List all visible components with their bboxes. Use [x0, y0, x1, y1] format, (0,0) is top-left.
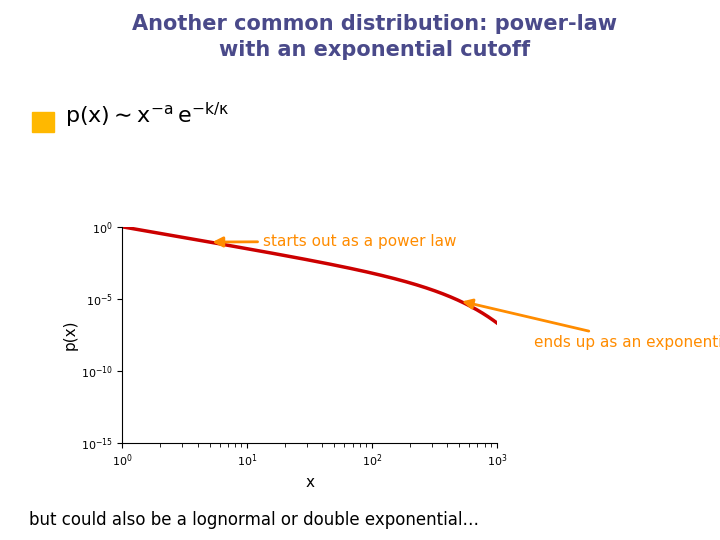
Y-axis label: p(x): p(x): [63, 320, 78, 350]
Text: ends up as an exponential: ends up as an exponential: [465, 300, 720, 349]
Text: with an exponential cutoff: with an exponential cutoff: [219, 40, 530, 60]
Text: starts out as a power law: starts out as a power law: [215, 234, 456, 249]
Text: Another common distribution: power-law: Another common distribution: power-law: [132, 14, 617, 33]
Text: $\rm p(x) \sim x^{-a}\, e^{-k/\kappa}$: $\rm p(x) \sim x^{-a}\, e^{-k/\kappa}$: [65, 100, 229, 130]
Text: but could also be a lognormal or double exponential…: but could also be a lognormal or double …: [29, 511, 479, 529]
X-axis label: x: x: [305, 475, 314, 490]
